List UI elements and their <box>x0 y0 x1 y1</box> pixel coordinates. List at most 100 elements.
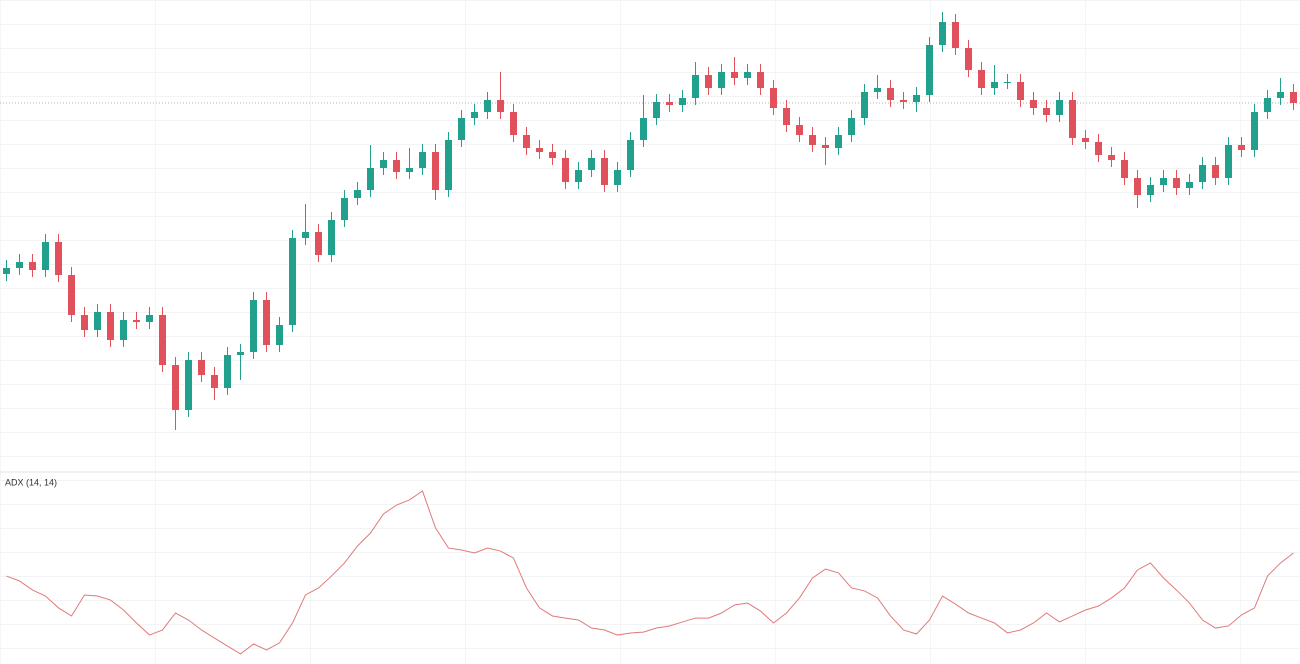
candle-body <box>133 320 140 322</box>
candle-body <box>900 100 907 102</box>
candle-body <box>783 108 790 125</box>
candle-body <box>354 190 361 198</box>
candle-body <box>3 268 10 274</box>
candle-body <box>1238 145 1245 150</box>
candle-body <box>744 72 751 78</box>
candle-body <box>29 262 36 270</box>
candle-body <box>861 92 868 118</box>
candle-body <box>1264 98 1271 112</box>
candle-body <box>965 48 972 70</box>
candle-body <box>601 158 608 185</box>
candle-body <box>614 170 621 185</box>
candle-body <box>926 45 933 95</box>
candle-body <box>627 140 634 170</box>
candle-body <box>445 140 452 190</box>
candle-body <box>107 312 114 340</box>
candle-body <box>276 325 283 345</box>
candle-body <box>991 82 998 88</box>
candle-body <box>679 98 686 105</box>
candle-body <box>81 315 88 330</box>
candle-body <box>510 112 517 135</box>
candle-body <box>198 360 205 375</box>
candle-body <box>809 135 816 145</box>
candle-body <box>68 275 75 315</box>
candle-body <box>1147 185 1154 195</box>
candle-body <box>1251 112 1258 150</box>
candle-body <box>562 158 569 182</box>
candle-body <box>315 232 322 255</box>
candle-body <box>1160 178 1167 185</box>
candle-body <box>120 320 127 340</box>
candle-body <box>289 238 296 325</box>
candle-body <box>1069 100 1076 138</box>
candle-body <box>172 365 179 410</box>
candle-body <box>341 198 348 220</box>
candle-body <box>211 375 218 388</box>
candle-body <box>588 158 595 170</box>
candle-body <box>939 22 946 45</box>
candle-body <box>497 100 504 112</box>
candle-body <box>1173 178 1180 188</box>
candle-body <box>1082 138 1089 142</box>
candle-body <box>692 75 699 98</box>
candle-body <box>55 242 62 275</box>
candle-body <box>1225 145 1232 178</box>
candle-body <box>1108 155 1115 160</box>
candle-body <box>1004 82 1011 83</box>
candle-body <box>263 300 270 345</box>
candle-body <box>536 148 543 152</box>
candle-body <box>770 88 777 108</box>
candle-body <box>328 220 335 255</box>
candle-body <box>1056 100 1063 115</box>
candle-body <box>718 72 725 88</box>
candle-body <box>159 315 166 365</box>
candle-body <box>42 242 49 270</box>
candle-body <box>16 262 23 268</box>
candle-body <box>1121 160 1128 178</box>
candle-body <box>887 88 894 100</box>
candle-body <box>523 135 530 148</box>
candle-body <box>146 315 153 322</box>
candle-body <box>1212 165 1219 178</box>
candle-body <box>419 152 426 168</box>
adx-line <box>6 490 1294 655</box>
candle-body <box>224 355 231 388</box>
candle-body <box>302 232 309 238</box>
candle-body <box>575 170 582 182</box>
candle-body <box>952 22 959 48</box>
candle-body <box>822 145 829 148</box>
candle-body <box>185 360 192 410</box>
candle-body <box>1134 178 1141 195</box>
candle-body <box>640 118 647 140</box>
candle-body <box>913 95 920 102</box>
candle-body <box>367 168 374 190</box>
candle-body <box>1290 92 1297 103</box>
candle-body <box>549 152 556 158</box>
candle-body <box>250 300 257 352</box>
candle-body <box>653 102 660 118</box>
indicator-title: ADX (14, 14) <box>5 477 57 487</box>
candle-body <box>978 70 985 88</box>
candle-body <box>1043 108 1050 115</box>
candle-body <box>484 100 491 112</box>
candle-body <box>94 312 101 330</box>
candle-body <box>1095 142 1102 155</box>
candle-body <box>874 88 881 92</box>
candle-body <box>757 72 764 88</box>
candle-body <box>432 152 439 190</box>
candle-body <box>406 168 413 172</box>
candle-body <box>380 160 387 168</box>
candle-body <box>666 102 673 105</box>
candle-body <box>1277 92 1284 98</box>
candle-body <box>1017 82 1024 100</box>
candle-body <box>471 112 478 118</box>
candle-body <box>1186 182 1193 188</box>
candle-body <box>393 160 400 172</box>
candle-body <box>1030 100 1037 108</box>
candle-body <box>848 118 855 135</box>
candle-body <box>237 352 244 355</box>
candle-body <box>796 125 803 135</box>
candle-body <box>458 118 465 140</box>
